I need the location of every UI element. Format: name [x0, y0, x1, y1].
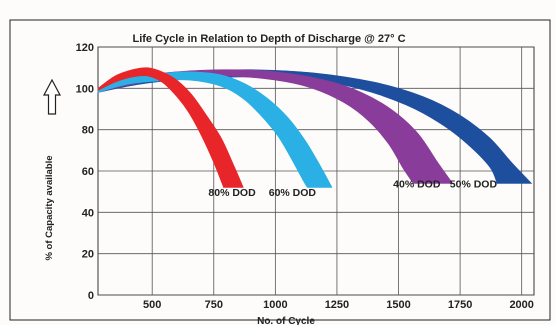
y-tick-label: 80 — [82, 125, 94, 137]
series-band-40-dod — [97, 69, 454, 184]
series-band-80-dod — [97, 67, 244, 188]
series-label: 80% DOD — [208, 187, 256, 199]
x-axis-label: No. of Cycle — [257, 316, 315, 325]
x-tick-label: 1250 — [325, 299, 349, 311]
y-tick-label: 60 — [82, 166, 94, 178]
x-tick-label: 500 — [143, 299, 161, 311]
y-tick-label: 120 — [76, 42, 94, 54]
y-tick-labels: 0 20 40 60 80 100 120 — [76, 42, 94, 302]
x-tick-labels: 500 750 1000 1250 1500 1750 2000 — [143, 299, 534, 311]
series-label: 40% DOD — [393, 179, 441, 191]
chart-title: Life Cycle in Relation to Depth of Disch… — [132, 33, 405, 45]
y-tick-label: 40 — [82, 207, 94, 219]
y-tick-label: 20 — [82, 249, 94, 261]
y-axis-label: % of Capacity available — [44, 155, 55, 260]
series-labels: 80% DOD 60% DOD 40% DOD 50% DOD — [208, 179, 497, 199]
y-tick-label: 0 — [88, 290, 94, 302]
y-tick-label: 100 — [76, 83, 94, 95]
x-tick-label: 1000 — [263, 299, 287, 311]
up-arrow-icon — [43, 78, 61, 115]
series-label: 50% DOD — [450, 179, 498, 191]
x-tick-label: 2000 — [509, 299, 533, 311]
series-band-60-dod — [97, 71, 333, 188]
series-bands — [97, 67, 533, 188]
x-tick-label: 1500 — [386, 299, 410, 311]
x-tick-label: 1750 — [448, 299, 472, 311]
x-tick-label: 750 — [205, 299, 223, 311]
series-label: 60% DOD — [269, 187, 317, 199]
